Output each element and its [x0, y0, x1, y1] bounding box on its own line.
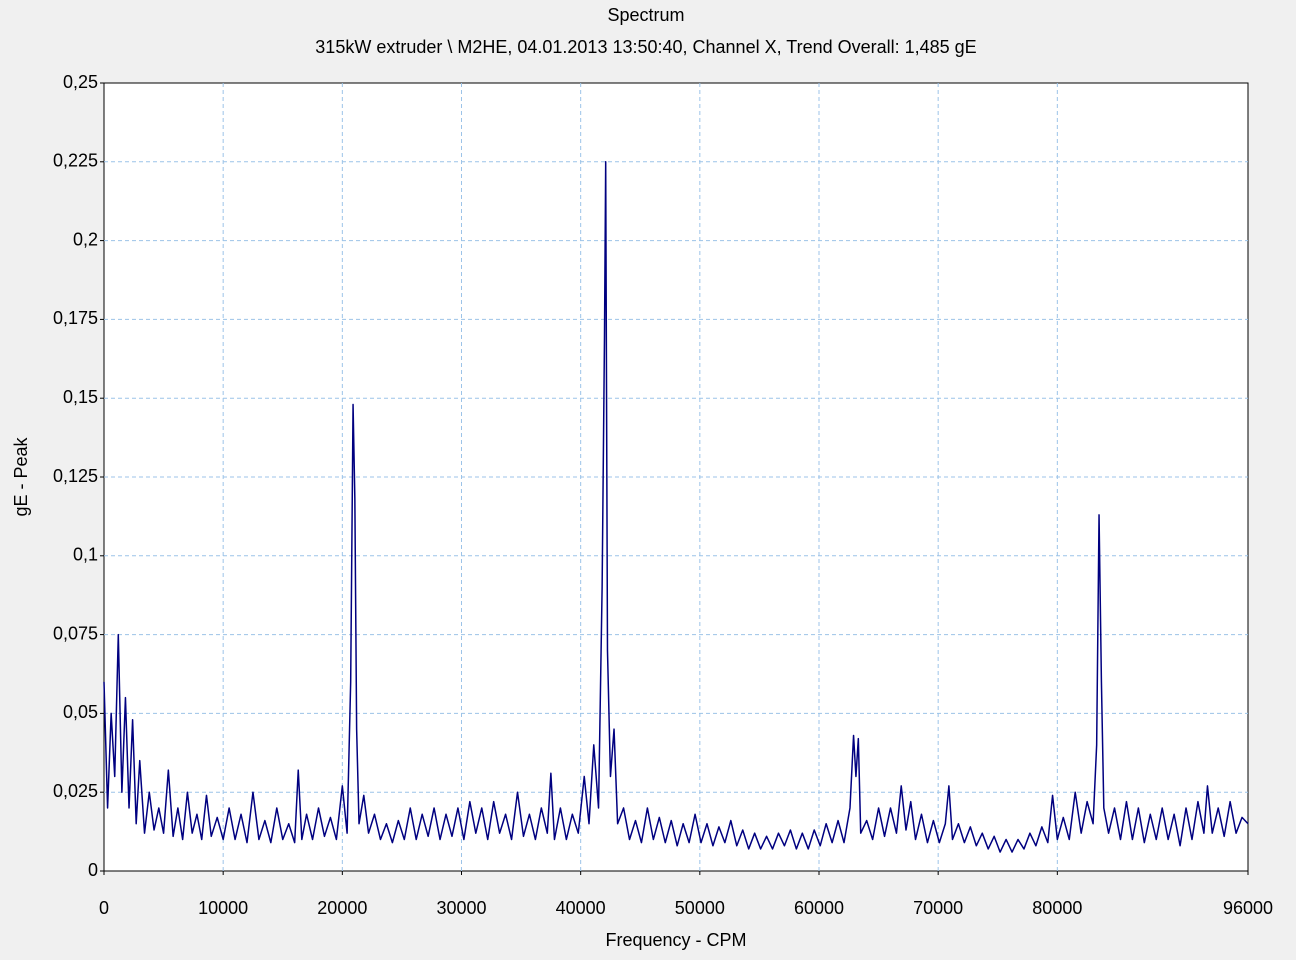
- x-tick-label: 50000: [675, 898, 725, 918]
- x-tick-label: 40000: [556, 898, 606, 918]
- x-tick-label: 80000: [1032, 898, 1082, 918]
- x-tick-label: 10000: [198, 898, 248, 918]
- chart-subtitle: 315kW extruder \ M2HE, 04.01.2013 13:50:…: [315, 37, 976, 57]
- y-tick-label: 0,025: [53, 781, 98, 801]
- x-tick-label: 0: [99, 898, 109, 918]
- y-tick-label: 0,25: [63, 72, 98, 92]
- spectrum-line: [103, 161, 1249, 853]
- x-tick-label: 60000: [794, 898, 844, 918]
- y-tick-label: 0,225: [53, 151, 98, 171]
- x-axis-label: Frequency - CPM: [605, 930, 746, 950]
- y-tick-label: 0,075: [53, 623, 98, 643]
- y-tick-label: 0,05: [63, 702, 98, 722]
- y-tick-label: 0,2: [73, 229, 98, 249]
- x-tick-label: 20000: [317, 898, 367, 918]
- y-tick-label: 0,15: [63, 387, 98, 407]
- y-tick-label: 0,125: [53, 466, 98, 486]
- y-tick-label: 0: [88, 860, 98, 880]
- x-tick-label: 96000: [1223, 898, 1273, 918]
- x-tick-label: 70000: [913, 898, 963, 918]
- y-tick-label: 0,175: [53, 308, 98, 328]
- y-axis-label: gE - Peak: [11, 436, 31, 516]
- x-tick-label: 30000: [436, 898, 486, 918]
- chart-title: Spectrum: [607, 5, 684, 25]
- y-tick-label: 0,1: [73, 545, 98, 565]
